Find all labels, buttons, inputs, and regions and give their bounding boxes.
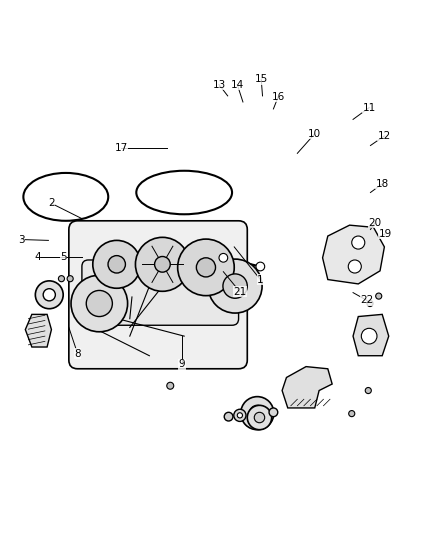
Text: 2: 2 (48, 198, 55, 208)
Circle shape (86, 290, 113, 317)
Text: 12: 12 (378, 131, 391, 141)
Circle shape (223, 274, 247, 298)
Circle shape (135, 237, 189, 292)
Circle shape (254, 413, 265, 423)
Text: 17: 17 (114, 143, 128, 153)
Circle shape (376, 293, 382, 299)
Text: 22: 22 (360, 295, 374, 305)
Circle shape (167, 382, 174, 389)
Circle shape (67, 276, 73, 282)
Circle shape (43, 289, 55, 301)
Circle shape (58, 276, 64, 282)
Circle shape (256, 262, 265, 271)
Circle shape (367, 301, 373, 306)
Text: 16: 16 (272, 92, 285, 102)
Circle shape (155, 256, 170, 272)
Circle shape (224, 413, 233, 421)
Circle shape (208, 259, 262, 313)
Polygon shape (25, 314, 51, 347)
Polygon shape (353, 314, 389, 356)
Circle shape (349, 410, 355, 417)
Circle shape (352, 236, 365, 249)
Text: 20: 20 (368, 218, 381, 228)
Circle shape (269, 408, 278, 417)
Circle shape (361, 328, 377, 344)
Circle shape (365, 387, 371, 393)
Text: 19: 19 (378, 229, 392, 239)
Text: 9: 9 (179, 359, 185, 369)
Polygon shape (322, 225, 385, 284)
Circle shape (108, 256, 125, 273)
Text: 11: 11 (363, 103, 376, 112)
Circle shape (237, 413, 243, 418)
Text: 5: 5 (60, 252, 67, 262)
Text: 15: 15 (254, 75, 268, 84)
FancyBboxPatch shape (82, 260, 239, 325)
Circle shape (247, 405, 272, 430)
Circle shape (241, 397, 274, 430)
Text: 3: 3 (18, 235, 24, 245)
Circle shape (234, 409, 246, 422)
Circle shape (196, 258, 215, 277)
Text: 21: 21 (233, 287, 247, 297)
Circle shape (35, 281, 63, 309)
Text: 13: 13 (212, 79, 226, 90)
Text: 4: 4 (34, 252, 41, 262)
Text: 18: 18 (375, 179, 389, 189)
Text: 8: 8 (74, 349, 81, 359)
Circle shape (250, 405, 265, 421)
Polygon shape (282, 367, 332, 408)
Circle shape (219, 254, 228, 262)
FancyBboxPatch shape (69, 221, 247, 369)
Text: 1: 1 (257, 274, 264, 285)
Circle shape (178, 239, 234, 296)
Text: 14: 14 (231, 79, 244, 90)
Circle shape (71, 275, 127, 332)
Circle shape (348, 260, 361, 273)
Text: 10: 10 (308, 129, 321, 139)
Circle shape (93, 240, 141, 288)
